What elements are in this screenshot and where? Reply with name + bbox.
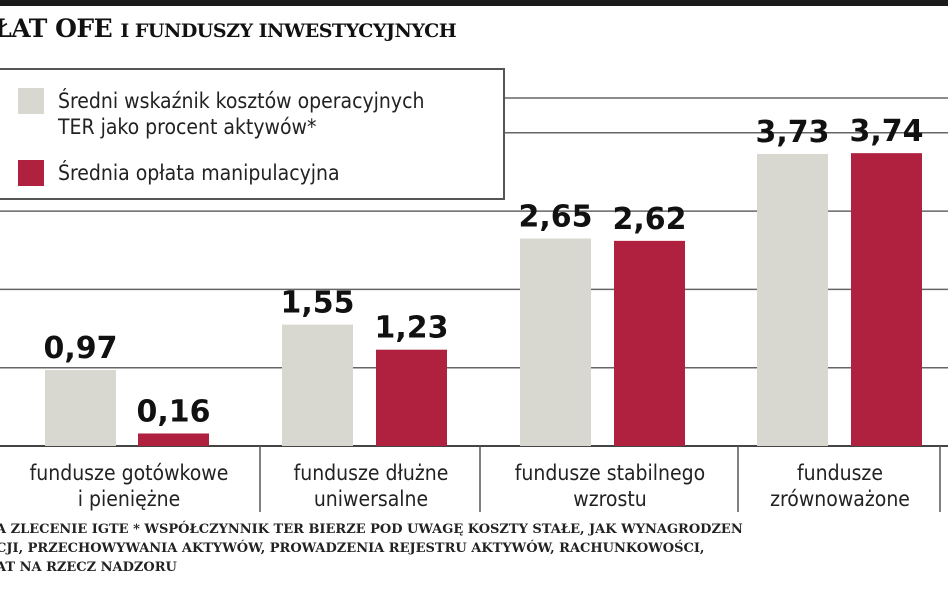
category-label: fundusze gotówkowe i pieniężne	[29, 461, 229, 511]
data-label: 1,55	[280, 286, 354, 321]
footnote-line: A ZLECENIE IGTE * WSPÓŁCZYNNIK TER BIERZ…	[0, 522, 743, 537]
category-label: fundusze stabilnego wzrostu	[514, 461, 706, 511]
title-main: ŁAT OFE	[0, 14, 113, 43]
legend-swatch-fee	[18, 160, 44, 186]
bar	[138, 433, 209, 446]
data-label: 1,23	[374, 311, 448, 346]
data-label: 2,65	[518, 200, 592, 235]
legend-label-line: Średni wskaźnik kosztów operacyjnych	[58, 89, 425, 113]
legend-item-ter: Średni wskaźnik kosztów operacyjnych TER …	[18, 88, 424, 140]
top-rule	[0, 0, 948, 6]
bar	[851, 153, 922, 446]
chart-title: ŁAT OFE I FUNDUSZY INWESTYCYJNYCH	[0, 14, 457, 43]
data-label: 2,62	[612, 202, 686, 237]
legend-label-line: TER jako procent aktywów*	[58, 115, 317, 139]
legend-swatch-ter	[18, 88, 44, 114]
bar	[45, 370, 116, 446]
legend-label: Średnia opłata manipulacyjna	[58, 161, 340, 185]
category-label: fundusze dłużne uniwersalne	[293, 461, 449, 511]
legend-item-fee: Średnia opłata manipulacyjna	[18, 160, 340, 186]
bar	[614, 240, 685, 446]
category-label: fundusze zrównoważone	[770, 461, 910, 511]
data-label: 0,97	[43, 331, 117, 366]
data-label: 3,74	[849, 114, 923, 149]
data-label: 0,16	[136, 394, 210, 429]
bar	[757, 153, 828, 447]
bar	[282, 324, 353, 446]
bar	[376, 349, 447, 446]
footnote: A ZLECENIE IGTE * WSPÓŁCZYNNIK TER BIERZ…	[0, 520, 743, 577]
data-label: 3,73	[755, 115, 829, 150]
footnote-line: CJI, PRZECHOWYWANIA AKTYWÓW, PROWADZENIA…	[0, 541, 705, 556]
footnote-line: AT NA RZECZ NADZORU	[0, 560, 177, 575]
bar	[520, 238, 591, 446]
title-rest: I FUNDUSZY INWESTYCYJNYCH	[120, 20, 457, 42]
legend: Średni wskaźnik kosztów operacyjnych TER …	[0, 68, 505, 200]
